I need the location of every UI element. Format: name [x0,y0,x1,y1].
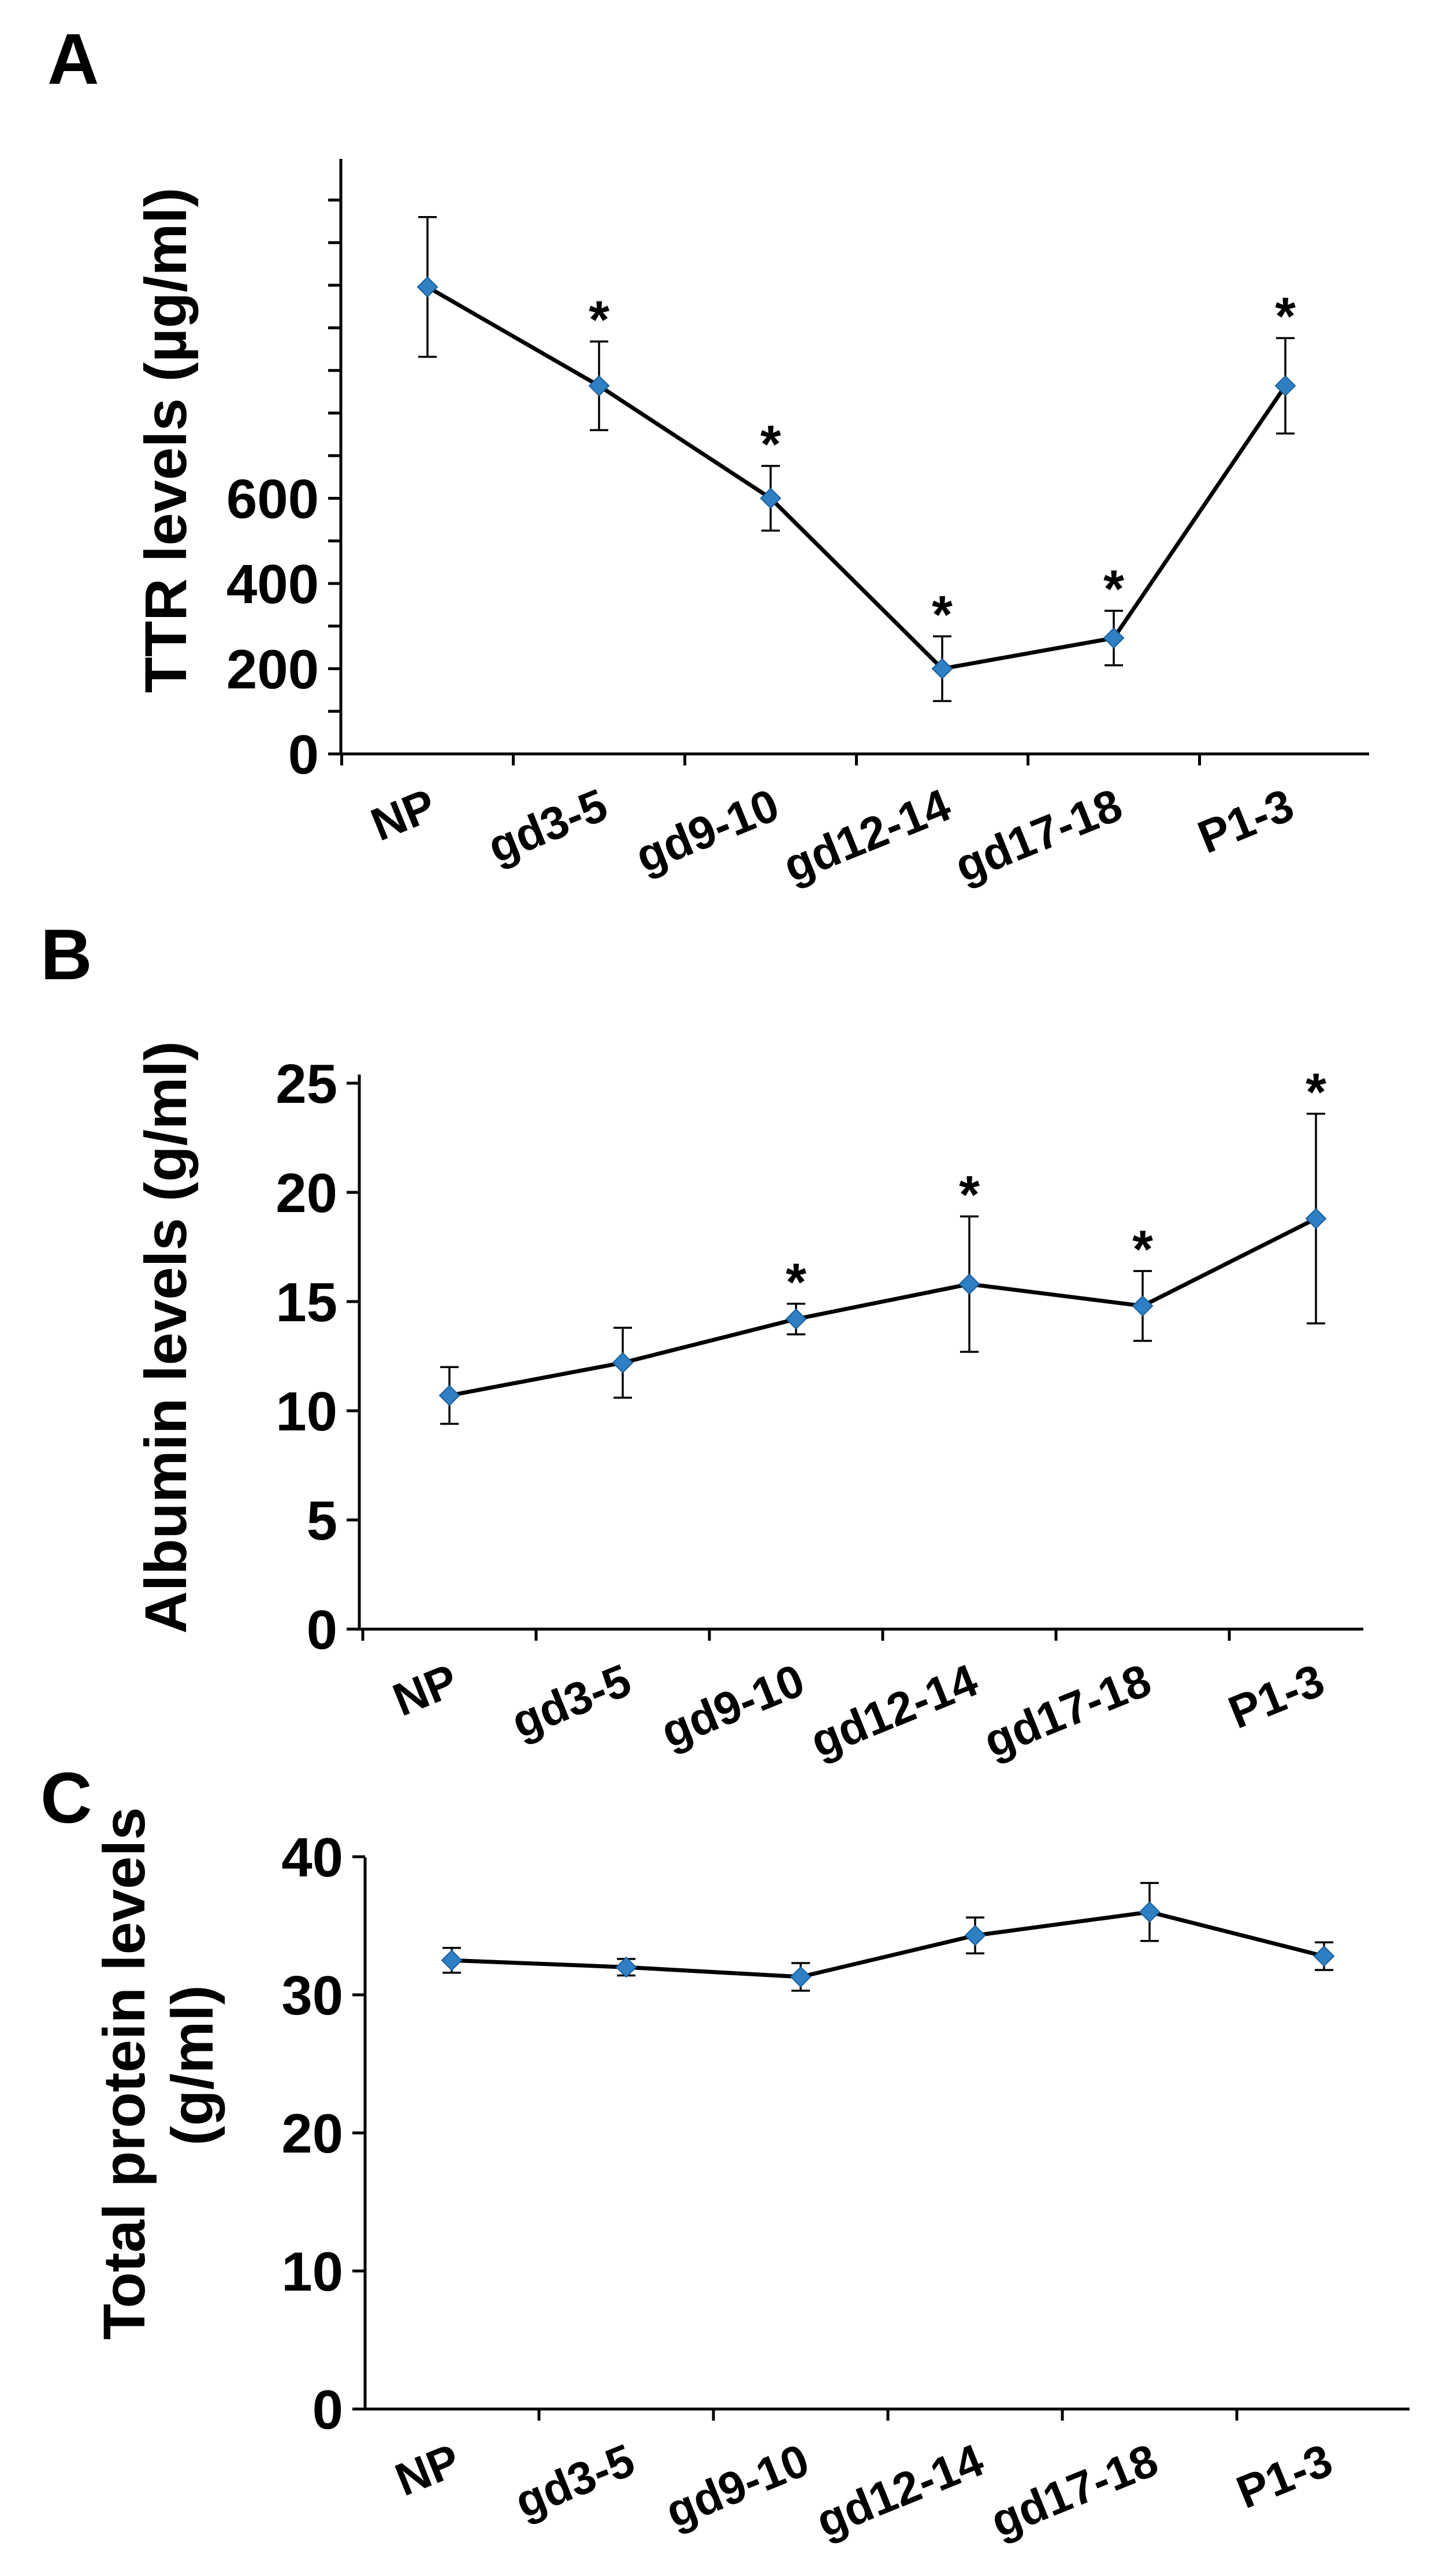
data-point [760,488,782,509]
panel-c-y-axis-title-line1: Total protein levels [91,1807,157,2340]
series-line [426,285,1287,671]
y-tick-label: 5 [307,1490,337,1552]
panel-c-y-axis-title-line2: (g/ml) [159,1985,225,2146]
panel-a-label: A [47,20,99,99]
x-tick-label: gd12-14 [809,2434,991,2547]
data-point [1132,1295,1154,1317]
y-tick-label: 40 [281,1827,343,1889]
x-tick-label: NP [388,2434,467,2506]
significance-star: * [760,415,781,474]
x-tick-label: gd3-5 [504,1654,638,1748]
series-line [449,1217,1317,1397]
y-tick-label: 0 [288,724,319,786]
y-tick-label: 0 [313,2379,343,2441]
series-line [451,1910,1325,1979]
x-tick-label: gd9-10 [654,1654,811,1757]
data-point [588,375,610,397]
data-point [1274,375,1296,397]
data-point [1103,627,1125,649]
data-point [615,1956,637,1978]
data-point [612,1352,634,1374]
significance-star: * [1306,1063,1326,1122]
data-point [964,1924,986,1946]
x-tick-label: P1-3 [1191,779,1300,863]
panel-b-label: B [40,915,92,995]
data-point [441,1949,463,1971]
data-point [1313,1945,1335,1967]
x-tick-label: NP [386,1654,464,1726]
x-tick-label: P1-3 [1221,1654,1331,1738]
panel-c-label: C [40,1759,92,1838]
significance-star: * [1103,560,1124,619]
data-point [1139,1901,1161,1923]
x-tick-label: NP [364,779,443,850]
x-tick-label: gd17-18 [948,779,1129,892]
significance-star: * [589,291,609,350]
x-tick-label: gd3-5 [508,2434,641,2527]
y-tick-label: 600 [226,469,319,530]
y-tick-label: 200 [226,639,319,701]
x-tick-label: gd12-14 [776,779,958,892]
significance-star: * [932,585,953,644]
y-tick-label: 400 [226,553,319,615]
x-tick-label: gd9-10 [659,2434,816,2537]
significance-star: * [1132,1220,1153,1279]
panel-a-y-axis-title: TTR levels (µg/ml) [133,188,199,693]
panel-b-y-axis-title: Albumin levels (g/ml) [133,1041,199,1634]
y-tick-label: 10 [281,2241,343,2303]
significance-star: * [959,1166,980,1225]
y-tick-label: 15 [276,1272,337,1333]
data-point [1305,1207,1327,1229]
y-tick-label: 0 [307,1599,337,1661]
panel-b: B Albumin levels (g/ml) 0 5 10 15 20 25 NP gd3-… [40,915,1363,1767]
y-tick-label: 25 [276,1053,337,1115]
x-tick-label: gd9-10 [629,779,786,882]
y-tick-label: 20 [276,1162,337,1224]
panel-c: C Total protein levels (g/ml) 0 10 20 30 40 N… [40,1759,1410,2547]
x-tick-label: P1-3 [1229,2434,1339,2518]
x-tick-label: gd3-5 [481,779,614,872]
y-tick-label: 30 [281,1965,343,2027]
data-point [931,658,953,679]
x-tick-label: gd12-14 [804,1654,985,1767]
data-point [790,1966,812,1988]
x-tick-label: gd17-18 [984,2434,1165,2547]
panel-c-y-axis-title: Total protein levels (g/ml) [91,1791,225,2340]
data-point [438,1385,460,1406]
y-tick-label: 20 [281,2103,343,2165]
x-tick-label: gd17-18 [977,1654,1158,1767]
data-point [417,276,438,298]
significance-star: * [786,1253,806,1312]
significance-star: * [1275,287,1296,346]
y-tick-label: 10 [276,1381,337,1443]
data-point [785,1308,807,1330]
data-point [958,1273,980,1295]
